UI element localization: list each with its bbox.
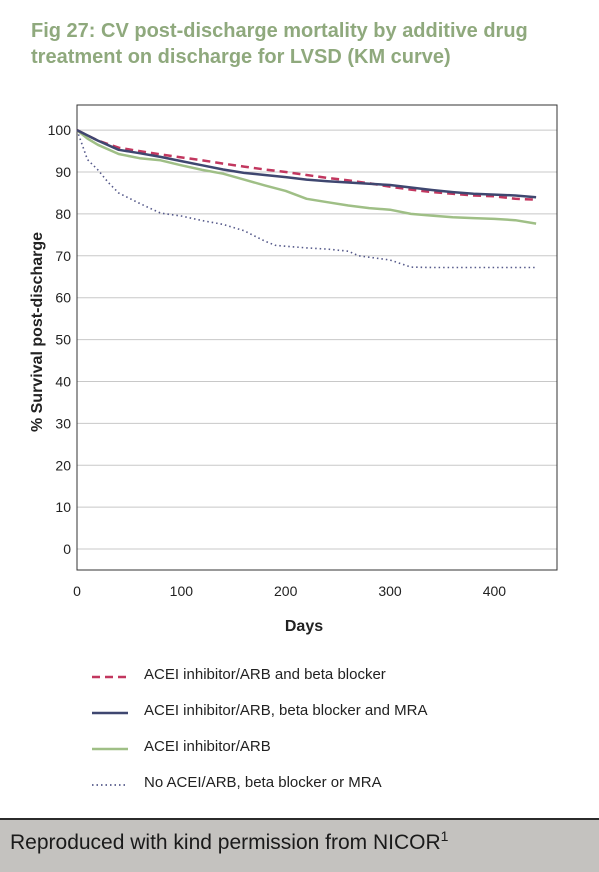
y-tick-label: 30 bbox=[55, 415, 71, 431]
y-tick-label: 20 bbox=[55, 457, 71, 473]
legend-label: ACEI inhibitor/ARB and beta blocker bbox=[144, 666, 386, 683]
series-lines bbox=[76, 128, 537, 269]
y-tick-labels: 0 10 20 30 40 50 60 70 80 90 100 bbox=[48, 122, 72, 557]
grid-lines bbox=[77, 129, 557, 550]
figure-title: Fig 27: CV post-discharge mortality by a… bbox=[31, 18, 576, 70]
legend-label: ACEI inhibitor/ARB, beta blocker and MRA bbox=[144, 702, 428, 719]
legend-swatch bbox=[92, 747, 128, 751]
legend-swatch bbox=[92, 784, 128, 786]
y-tick-label: 80 bbox=[55, 206, 71, 222]
x-tick-label: 200 bbox=[274, 583, 298, 599]
series-line bbox=[76, 129, 537, 269]
y-tick-label: 0 bbox=[63, 541, 71, 557]
footer-reference: 1 bbox=[440, 828, 449, 844]
footer-credit: Reproduced with kind permission from NIC… bbox=[10, 831, 441, 854]
plot-frame bbox=[76, 104, 558, 571]
legend-label: No ACEI/ARB, beta blocker or MRA bbox=[144, 774, 382, 791]
series-line bbox=[76, 128, 537, 199]
footer-text: Reproduced with kind permission from NIC… bbox=[10, 828, 448, 855]
y-tick-label: 70 bbox=[55, 248, 71, 264]
x-tick-label: 100 bbox=[170, 583, 194, 599]
y-axis-label: % Survival post-discharge bbox=[29, 232, 46, 432]
x-tick-label: 0 bbox=[73, 583, 81, 599]
y-tick-label: 10 bbox=[55, 499, 71, 515]
x-tick-label: 400 bbox=[483, 583, 507, 599]
km-chart: 0 10 20 30 40 50 60 70 80 90 100 0 100 200 300 400 Day… bbox=[29, 104, 558, 635]
series-line bbox=[76, 128, 537, 201]
figure-title-text: CV post-discharge mortality by additive … bbox=[31, 20, 528, 68]
figure-number: Fig 27: bbox=[31, 20, 96, 42]
x-tick-label: 300 bbox=[378, 583, 402, 599]
footer: Reproduced with kind permission from NIC… bbox=[0, 818, 599, 872]
y-tick-label: 100 bbox=[48, 122, 72, 138]
legend-swatch bbox=[92, 675, 128, 679]
y-tick-label: 40 bbox=[55, 373, 71, 389]
legend-label: ACEI inhibitor/ARB bbox=[144, 738, 271, 755]
x-axis-label: Days bbox=[285, 618, 323, 635]
series-line bbox=[76, 129, 537, 225]
y-tick-label: 90 bbox=[55, 164, 71, 180]
y-tick-label: 60 bbox=[55, 290, 71, 306]
legend-swatch bbox=[92, 711, 128, 715]
x-tick-labels: 0 100 200 300 400 bbox=[73, 583, 506, 599]
y-tick-label: 50 bbox=[55, 332, 71, 348]
